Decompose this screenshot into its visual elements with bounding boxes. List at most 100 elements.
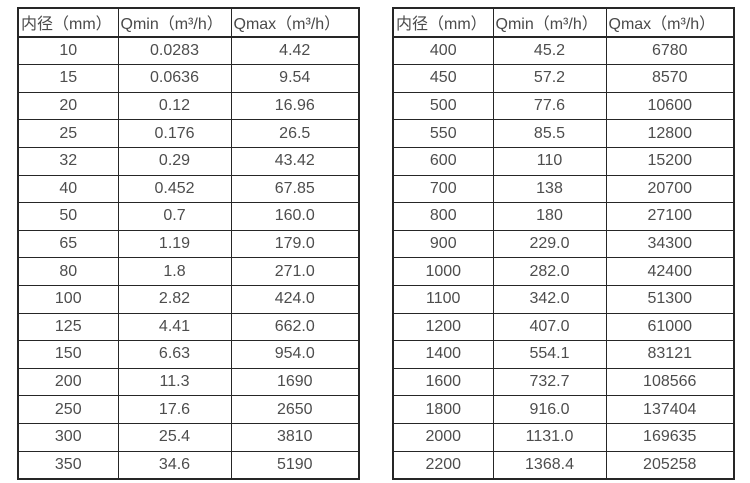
table-row: 25 0.176 26.5 — [17, 119, 360, 148]
table-row: 1200 407.0 61000 — [392, 312, 735, 342]
table-cell: 12800 — [605, 119, 735, 148]
table-cell: 27100 — [605, 202, 735, 231]
table-row: 80 1.8 271.0 — [17, 257, 360, 286]
col-header-diameter: 内径（mm） — [392, 7, 494, 38]
table-cell: 3810 — [230, 422, 360, 452]
table-cell: 6.63 — [117, 340, 232, 369]
table-row: 65 1.19 179.0 — [17, 229, 360, 259]
table-cell: 4.42 — [230, 36, 360, 66]
table-cell: 500 — [392, 91, 494, 121]
flow-table-large-diameters: 内径（mm） Qmin（m³/h） Qmax（m³/h） 400 45.2 6780… — [392, 7, 735, 481]
table-cell: 1400 — [392, 340, 494, 369]
table-row: 300 25.4 3810 — [17, 422, 360, 452]
table-cell: 282.0 — [492, 257, 607, 286]
table-row: 500 77.6 10600 — [392, 91, 735, 121]
table-cell: 1368.4 — [492, 450, 607, 480]
table-cell: 137404 — [605, 395, 735, 424]
table-cell: 57.2 — [492, 64, 607, 93]
table-row: 50 0.7 160.0 — [17, 202, 360, 231]
table-cell: 2.82 — [117, 284, 232, 314]
table-cell: 2650 — [230, 395, 360, 424]
table-cell: 954.0 — [230, 340, 360, 369]
table-cell: 65 — [17, 229, 119, 259]
table-body: 400 45.2 6780 450 57.2 8570 500 77.6 10600 550 85.… — [392, 36, 735, 480]
table-row: 40 0.452 67.85 — [17, 174, 360, 204]
table-cell: 34300 — [605, 229, 735, 259]
table-cell: 138 — [492, 174, 607, 204]
table-row: 800 180 27100 — [392, 202, 735, 231]
table-cell: 0.0283 — [117, 36, 232, 66]
table-cell: 0.0636 — [117, 64, 232, 93]
table-cell: 10600 — [605, 91, 735, 121]
table-row: 15 0.0636 9.54 — [17, 64, 360, 93]
table-cell: 600 — [392, 146, 494, 176]
table-row: 400 45.2 6780 — [392, 36, 735, 66]
table-cell: 85.5 — [492, 119, 607, 148]
table-cell: 180 — [492, 202, 607, 231]
table-cell: 50 — [17, 202, 119, 231]
table-row: 100 2.82 424.0 — [17, 284, 360, 314]
table-cell: 10 — [17, 36, 119, 66]
table-cell: 125 — [17, 312, 119, 342]
table-row: 10 0.0283 4.42 — [17, 36, 360, 66]
table-cell: 271.0 — [230, 257, 360, 286]
table-cell: 350 — [17, 450, 119, 480]
table-cell: 0.452 — [117, 174, 232, 204]
table-cell: 34.6 — [117, 450, 232, 480]
table-cell: 108566 — [605, 367, 735, 397]
table-cell: 424.0 — [230, 284, 360, 314]
header-row: 内径（mm） Qmin（m³/h） Qmax（m³/h） — [392, 7, 735, 38]
table-row: 1600 732.7 108566 — [392, 367, 735, 397]
table-cell: 16.96 — [230, 91, 360, 121]
table-cell: 45.2 — [492, 36, 607, 66]
table-cell: 1000 — [392, 257, 494, 286]
header-row: 内径（mm） Qmin（m³/h） Qmax（m³/h） — [17, 7, 360, 38]
table-cell: 1.19 — [117, 229, 232, 259]
table-row: 1100 342.0 51300 — [392, 284, 735, 314]
table-row: 450 57.2 8570 — [392, 64, 735, 93]
table-cell: 169635 — [605, 422, 735, 452]
col-header-diameter: 内径（mm） — [17, 7, 119, 38]
table-row: 2000 1131.0 169635 — [392, 422, 735, 452]
col-header-qmin: Qmin（m³/h） — [117, 7, 232, 38]
table-cell: 80 — [17, 257, 119, 286]
table-cell: 20 — [17, 91, 119, 121]
col-header-qmax: Qmax（m³/h） — [605, 7, 735, 38]
table-cell: 40 — [17, 174, 119, 204]
table-cell: 67.85 — [230, 174, 360, 204]
table-cell: 100 — [17, 284, 119, 314]
table-cell: 20700 — [605, 174, 735, 204]
table-row: 200 11.3 1690 — [17, 367, 360, 397]
table-cell: 15200 — [605, 146, 735, 176]
table-cell: 17.6 — [117, 395, 232, 424]
table-cell: 554.1 — [492, 340, 607, 369]
table-cell: 550 — [392, 119, 494, 148]
table-cell: 0.12 — [117, 91, 232, 121]
table-cell: 179.0 — [230, 229, 360, 259]
table-cell: 700 — [392, 174, 494, 204]
table-cell: 25 — [17, 119, 119, 148]
table-cell: 32 — [17, 146, 119, 176]
table-cell: 1200 — [392, 312, 494, 342]
table-cell: 4.41 — [117, 312, 232, 342]
table-cell: 900 — [392, 229, 494, 259]
table-cell: 6780 — [605, 36, 735, 66]
table-cell: 1131.0 — [492, 422, 607, 452]
table-row: 1000 282.0 42400 — [392, 257, 735, 286]
table-cell: 450 — [392, 64, 494, 93]
table-row: 550 85.5 12800 — [392, 119, 735, 148]
table-cell: 732.7 — [492, 367, 607, 397]
table-row: 2200 1368.4 205258 — [392, 450, 735, 480]
table-body: 10 0.0283 4.42 15 0.0636 9.54 20 0.12 16.96 25 0.1… — [17, 36, 360, 480]
table-row: 900 229.0 34300 — [392, 229, 735, 259]
table-cell: 1600 — [392, 367, 494, 397]
table-cell: 2000 — [392, 422, 494, 452]
table-cell: 61000 — [605, 312, 735, 342]
table-cell: 342.0 — [492, 284, 607, 314]
table-cell: 0.176 — [117, 119, 232, 148]
table-cell: 400 — [392, 36, 494, 66]
table-cell: 200 — [17, 367, 119, 397]
table-cell: 15 — [17, 64, 119, 93]
table-row: 1800 916.0 137404 — [392, 395, 735, 424]
